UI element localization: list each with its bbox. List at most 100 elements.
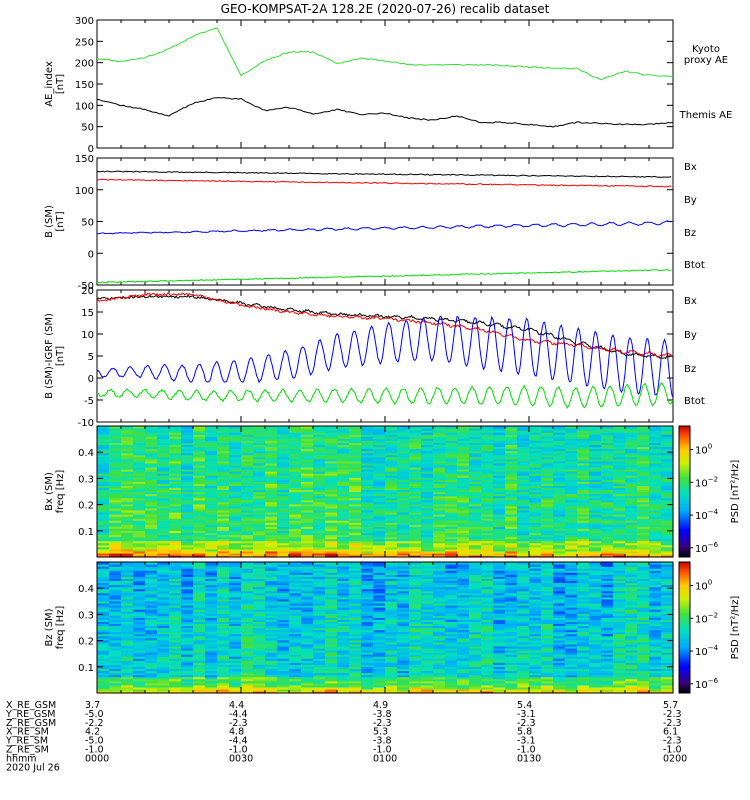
- heatmap-cell: [529, 485, 542, 489]
- heatmap-cell: [613, 487, 626, 491]
- heatmap-cell: [337, 442, 350, 446]
- heatmap-cell: [349, 584, 362, 588]
- heatmap-cell: [445, 487, 458, 491]
- heatmap-cell: [457, 505, 470, 509]
- heatmap-cell: [397, 501, 410, 505]
- heatmap-cell: [277, 462, 290, 466]
- heatmap-cell: [277, 596, 290, 600]
- heatmap-cell: [517, 477, 530, 480]
- heatmap-cell: [229, 629, 242, 633]
- heatmap-cell: [505, 471, 518, 474]
- heatmap-cell: [145, 432, 158, 435]
- heatmap-cell: [481, 516, 494, 519]
- heatmap-cell: [589, 473, 602, 476]
- heatmap-cell: [217, 666, 230, 670]
- heatmap-cell: [217, 466, 230, 470]
- heatmap-cell: [409, 526, 422, 529]
- heatmap-cell: [649, 448, 662, 452]
- heatmap-cell: [589, 483, 602, 486]
- heatmap-cell: [145, 544, 158, 548]
- heatmap-cell: [97, 428, 110, 431]
- heatmap-cell: [649, 550, 662, 554]
- legend-entry: Bz: [684, 228, 696, 239]
- heatmap-cell: [541, 524, 554, 527]
- heatmap-cell: [121, 639, 134, 643]
- heatmap-cell: [145, 487, 158, 491]
- heatmap-cell: [325, 526, 338, 529]
- heatmap-cell: [457, 452, 470, 456]
- heatmap-cell: [385, 448, 398, 452]
- heatmap-cell: [229, 666, 242, 670]
- heatmap-cell: [337, 678, 350, 682]
- heatmap-cell: [385, 568, 398, 571]
- heatmap-cell: [229, 578, 242, 582]
- heatmap-cell: [649, 509, 662, 513]
- heatmap-cell: [565, 514, 578, 517]
- heatmap-cell: [301, 430, 314, 433]
- heatmap-cell: [289, 627, 302, 631]
- heatmap-cell: [601, 440, 614, 443]
- heatmap-cell: [625, 483, 638, 486]
- heatmap-cell: [493, 428, 506, 431]
- heatmap-cell: [397, 686, 410, 690]
- heatmap-cell: [313, 452, 326, 456]
- heatmap-cell: [313, 594, 326, 598]
- heatmap-cell: [373, 627, 386, 631]
- heatmap-cell: [445, 530, 458, 534]
- heatmap-cell: [145, 627, 158, 631]
- heatmap-cell: [517, 546, 530, 550]
- heatmap-cell: [445, 462, 458, 466]
- heatmap-cell: [361, 503, 374, 507]
- heatmap-cell: [661, 544, 674, 548]
- heatmap-cell: [361, 430, 374, 433]
- heatmap-cell: [133, 674, 146, 678]
- heatmap-cell: [97, 540, 110, 544]
- heatmap-cell: [601, 468, 614, 472]
- heatmap-cell: [145, 507, 158, 511]
- heatmap-cell: [517, 528, 530, 531]
- heatmap-cell: [661, 491, 674, 495]
- heatmap-cell: [133, 524, 146, 527]
- heatmap-cell: [337, 623, 350, 627]
- heatmap-cell: [397, 550, 410, 554]
- heatmap-cell: [433, 473, 446, 476]
- heatmap-cell: [205, 434, 218, 437]
- heatmap-cell: [181, 658, 194, 661]
- heatmap-cell: [133, 518, 146, 521]
- heatmap-cell: [133, 436, 146, 439]
- heatmap-cell: [553, 507, 566, 511]
- heatmap-cell: [469, 485, 482, 489]
- heatmap-cell: [217, 458, 230, 462]
- heatmap-cell: [625, 544, 638, 548]
- heatmap-cell: [493, 473, 506, 476]
- heatmap-cell: [313, 684, 326, 688]
- heatmap-cell: [109, 444, 122, 448]
- heatmap-cell: [625, 464, 638, 468]
- heatmap-cell: [229, 686, 242, 690]
- heatmap-cell: [625, 503, 638, 507]
- heatmap-cell: [397, 479, 410, 482]
- heatmap-cell: [397, 497, 410, 501]
- heatmap-cell: [97, 514, 110, 517]
- heatmap-cell: [385, 526, 398, 529]
- heatmap-cell: [541, 442, 554, 446]
- heatmap-cell: [313, 520, 326, 523]
- heatmap-cell: [409, 477, 422, 480]
- heatmap-cell: [649, 426, 662, 429]
- heatmap-cell: [577, 450, 590, 454]
- heatmap-cell: [253, 471, 266, 474]
- heatmap-cell: [133, 479, 146, 482]
- heatmap-cell: [109, 645, 122, 649]
- heatmap-cell: [289, 550, 302, 554]
- heatmap-cell: [277, 690, 290, 694]
- heatmap-cell: [193, 578, 206, 582]
- heatmap-cell: [433, 479, 446, 482]
- heatmap-cell: [313, 456, 326, 460]
- colorbar-tick-label: 10−2: [695, 475, 718, 489]
- heatmap-cell: [229, 495, 242, 499]
- heatmap-cell: [385, 613, 398, 616]
- heatmap-cell: [325, 666, 338, 670]
- heatmap-cell: [433, 442, 446, 446]
- heatmap-cell: [565, 538, 578, 542]
- heatmap-cell: [397, 534, 410, 538]
